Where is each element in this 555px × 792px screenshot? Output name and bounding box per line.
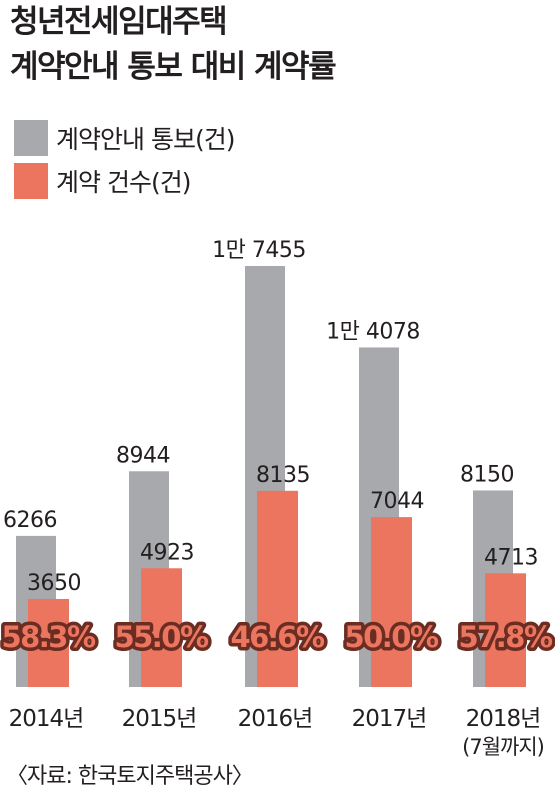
source-note: 〈자료: 한국토지주택공사〉: [6, 764, 254, 789]
data-label-notice: 1만 4078: [326, 319, 420, 344]
x-tick-label: 2015년: [122, 706, 197, 732]
legend-item-contract: 계약 건수(건): [14, 163, 191, 199]
rate-label: 58.3%: [1, 620, 96, 654]
legend-label-notice: 계약안내 통보(건): [56, 125, 235, 154]
bar-contract: [257, 490, 298, 687]
data-label-contract: 4923: [140, 540, 194, 565]
chart-title: 청년전세임대주택 계약안내 통보 대비 계약률: [10, 0, 337, 90]
data-label-notice: 8944: [116, 443, 170, 468]
x-tick-note: (7월까지): [462, 735, 544, 759]
x-tick-label: 2014년: [9, 706, 84, 732]
rate-label: 57.8%: [458, 620, 553, 654]
rate-label: 50.0%: [344, 620, 439, 654]
x-tick-label: 2018년: [466, 706, 541, 732]
rate-label: 46.6%: [230, 620, 325, 654]
bar-contract: [28, 598, 69, 687]
data-label-notice: 8150: [460, 462, 514, 487]
legend-label-contract: 계약 건수(건): [56, 168, 191, 197]
data-label-contract: 3650: [27, 571, 81, 596]
bar-contract: [141, 568, 182, 687]
legend-item-notice: 계약안내 통보(건): [14, 120, 235, 156]
data-label-contract: 7044: [370, 489, 424, 514]
bar-contract: [485, 573, 526, 687]
legend-swatch-notice: [14, 120, 48, 156]
x-tick-label: 2017년: [352, 706, 427, 732]
data-label-contract: 4713: [484, 545, 538, 570]
data-label-contract: 8135: [256, 463, 310, 488]
chart-title-line1: 청년전세임대주택: [10, 4, 228, 40]
legend-swatch-contract: [14, 163, 48, 199]
data-label-notice: 1만 7455: [212, 238, 306, 263]
x-tick-label: 2016년: [238, 706, 313, 732]
data-label-notice: 6266: [3, 508, 57, 533]
rate-label: 55.0%: [114, 620, 209, 654]
chart-title-line2: 계약안내 통보 대비 계약률: [10, 49, 337, 85]
bar-contract: [371, 517, 412, 687]
